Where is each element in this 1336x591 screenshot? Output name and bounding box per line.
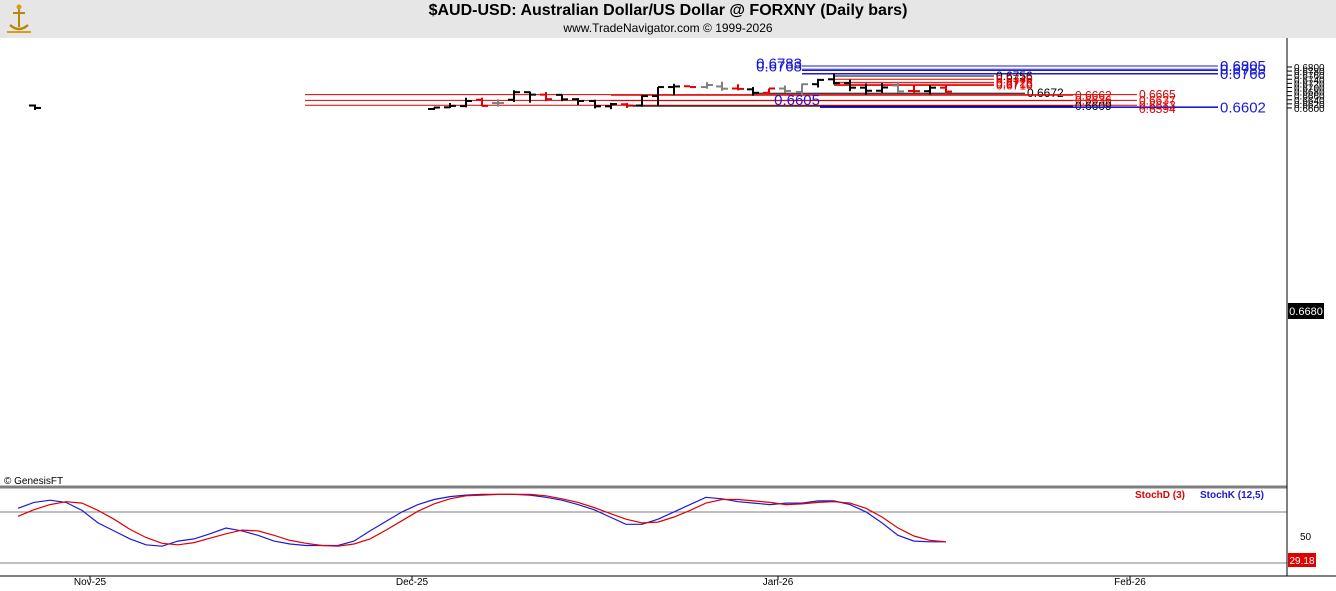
level-label: 0.6602: [1220, 100, 1266, 117]
price-bar: [492, 99, 504, 107]
price-bar: [621, 103, 633, 108]
price-bar: [636, 95, 648, 107]
price-tick-label: 0.6640: [1294, 96, 1325, 107]
price-tick-label: 0.6780: [1294, 67, 1325, 78]
level-label: 0.6609: [1075, 99, 1112, 113]
price-tick-label: 0.6740: [1294, 75, 1325, 86]
price-bar: [652, 86, 664, 106]
level-label: 0.6716: [996, 77, 1033, 91]
level-label: 0.6672: [1027, 86, 1064, 100]
price-bar: [476, 97, 488, 107]
price-bar: [540, 91, 552, 102]
price-bar: [876, 82, 888, 93]
price-tick-label: 0.6800: [1294, 63, 1325, 74]
price-bar: [860, 83, 872, 95]
price-bar: [556, 93, 568, 102]
stoch-last-value: 29.18: [1289, 556, 1314, 567]
price-bar: [747, 87, 759, 96]
price-bar: [589, 99, 601, 109]
level-label: 0.6756: [996, 69, 1033, 83]
price-bar: [763, 87, 775, 94]
level-label: 0.6768: [756, 59, 802, 76]
level-label: 0.6725: [996, 75, 1033, 89]
price-bar: [605, 102, 617, 110]
date-tick-label: Nov-25: [74, 577, 107, 588]
price-bar: [684, 85, 696, 89]
copyright-label: © GenesisFT: [4, 476, 63, 487]
chart-title: $AUD-USD: Australian Dollar/US Dollar @ …: [428, 2, 908, 19]
price-tick-label: 0.6600: [1294, 104, 1325, 115]
level-label: 0.6710: [996, 78, 1033, 92]
price-bar: [796, 83, 808, 96]
price-bar: [812, 78, 824, 88]
price-tick-label: 0.6700: [1294, 83, 1325, 94]
last-price-box: [1288, 303, 1324, 319]
level-label: 0.6605: [774, 92, 820, 109]
level-label: 0.6665: [1139, 88, 1176, 102]
price-bar: [524, 91, 536, 103]
price-bar: [508, 90, 520, 103]
level-label: 0.6637: [1139, 93, 1176, 107]
level-label: 0.6662: [1075, 88, 1112, 102]
stoch-panel-bg: [0, 486, 1287, 591]
stoch-layer: [17, 493, 947, 547]
level-label: 0.6613: [1139, 98, 1176, 112]
price-bar: [460, 97, 472, 108]
stoch-last-box: [1288, 553, 1316, 567]
level-label: 0.6766: [1220, 66, 1266, 83]
price-bar: [572, 98, 584, 106]
price-bar: [444, 103, 456, 109]
stoch-d-legend: StochD (3): [1135, 490, 1185, 501]
price-bar: [844, 79, 856, 92]
price-tick-label: 0.6620: [1294, 100, 1325, 111]
chart-subtitle: www.TradeNavigator.com © 1999-2026: [563, 21, 773, 35]
price-bar: [908, 85, 920, 93]
price-bar: [428, 106, 440, 110]
stoch-d-line: [17, 493, 947, 547]
date-tick-label: Jan-26: [763, 577, 794, 588]
level-label: 0.6740: [996, 72, 1033, 86]
title-bar: $AUD-USD: Australian Dollar/US Dollar @ …: [0, 0, 1336, 38]
level-label: 0.6594: [1139, 102, 1176, 116]
level-label: 0.6783: [756, 55, 802, 72]
price-bar: [924, 85, 936, 95]
date-tick-label: Dec-25: [396, 577, 429, 588]
price-tick-label: 0.6720: [1294, 79, 1325, 90]
price-bar: [779, 85, 791, 94]
price-tick-label: 0.6660: [1294, 92, 1325, 103]
price-bar: [828, 73, 840, 85]
price-bar: [668, 83, 680, 96]
level-label: 0.6805: [1220, 58, 1266, 75]
price-axis: 0.68000.67800.67600.67400.67200.67000.66…: [1287, 63, 1325, 115]
price-bar: [716, 81, 728, 91]
price-bar: [940, 85, 952, 94]
stoch-k-legend: StochK (12,5): [1200, 490, 1264, 501]
date-tick-label: Feb-26: [1114, 577, 1146, 588]
stoch-50-tick: 50: [1300, 532, 1312, 543]
price-bar: [701, 82, 713, 89]
level-label: 0.6636: [1075, 94, 1112, 108]
price-bar: [732, 84, 744, 91]
date-axis: Nov-25 Dec-25 Jan-26 Feb-26: [74, 576, 1146, 588]
price-bar: [892, 81, 904, 93]
last-price-label: 0.6680: [1289, 306, 1323, 318]
level-label: 0.6789: [1220, 61, 1266, 78]
price-tick-label: 0.6680: [1294, 88, 1325, 99]
trade-navigator-logo-icon: [4, 3, 34, 35]
bars-layer: [29, 73, 952, 110]
price-tick-label: 0.6760: [1294, 71, 1325, 82]
price-bar: [29, 104, 41, 110]
stoch-k-line: [17, 493, 946, 547]
